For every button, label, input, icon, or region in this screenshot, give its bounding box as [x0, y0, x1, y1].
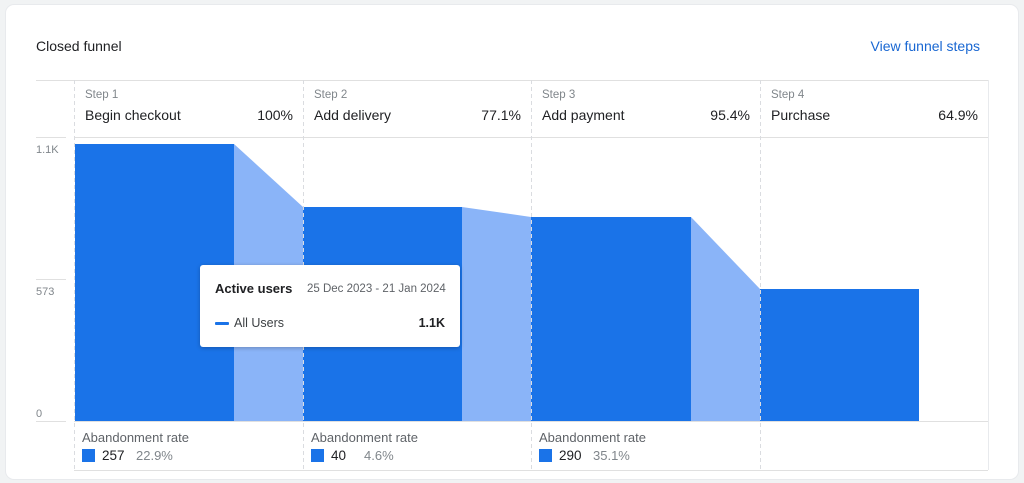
y-tick-max: 1.1K [36, 144, 59, 156]
step-completion-rate: 77.1% [481, 107, 521, 123]
abandonment-swatch-icon [539, 449, 552, 462]
step-name: Purchase [771, 107, 831, 123]
card-title: Closed funnel [36, 38, 122, 54]
tooltip-value: 1.1K [418, 316, 445, 330]
step-number: Step 3 [542, 89, 576, 101]
bar-purchase [760, 289, 919, 421]
abandonment-count: 40 [331, 448, 347, 463]
step-completion-rate: 95.4% [710, 107, 750, 123]
bar-add-payment [531, 217, 691, 421]
abandonment-rate: 22.9% [136, 448, 173, 463]
abandonment-label: Abandonment rate [82, 430, 189, 445]
abandonment-label: Abandonment rate [311, 430, 418, 445]
abandonment-cell-1[interactable]: Abandonment rate 257 22.9% [74, 421, 303, 470]
step-header-1[interactable]: Step 1 Begin checkout 100% [74, 80, 303, 137]
abandonment-rate: 35.1% [593, 448, 630, 463]
step-number: Step 2 [314, 89, 348, 101]
step-completion-rate: 100% [257, 107, 293, 123]
step-header-4[interactable]: Step 4 Purchase 64.9% [760, 80, 988, 137]
dropoff-area-3 [691, 217, 760, 421]
step-number: Step 4 [771, 89, 805, 101]
view-funnel-steps-link[interactable]: View funnel steps [870, 38, 980, 54]
step-name: Add payment [542, 107, 625, 123]
abandonment-cell-3[interactable]: Abandonment rate 290 35.1% [531, 421, 760, 470]
abandonment-swatch-icon [311, 449, 324, 462]
step-header-2[interactable]: Step 2 Add delivery 77.1% [303, 80, 531, 137]
step-name: Add delivery [314, 107, 392, 123]
abandonment-label: Abandonment rate [539, 430, 646, 445]
dropoff-area-2 [462, 207, 531, 421]
tooltip-title: Active users [215, 281, 293, 296]
step-number: Step 1 [85, 89, 119, 101]
step-name: Begin checkout [85, 107, 181, 123]
tooltip-date-range: 25 Dec 2023 - 21 Jan 2024 [307, 283, 446, 295]
chart-tooltip: Active users 25 Dec 2023 - 21 Jan 2024 A… [200, 265, 460, 347]
abandonment-swatch-icon [82, 449, 95, 462]
tooltip-series-name: All Users [234, 316, 285, 330]
y-tick-zero: 0 [36, 408, 43, 420]
y-tick-mid: 573 [36, 286, 55, 298]
abandonment-count: 290 [559, 448, 582, 463]
step-completion-rate: 64.9% [938, 107, 978, 123]
abandonment-rate: 4.6% [364, 448, 394, 463]
abandonment-count: 257 [102, 448, 125, 463]
abandonment-cell-2[interactable]: Abandonment rate 40 4.6% [303, 421, 531, 470]
step-header-3[interactable]: Step 3 Add payment 95.4% [531, 80, 760, 137]
series-line-icon [215, 322, 229, 325]
